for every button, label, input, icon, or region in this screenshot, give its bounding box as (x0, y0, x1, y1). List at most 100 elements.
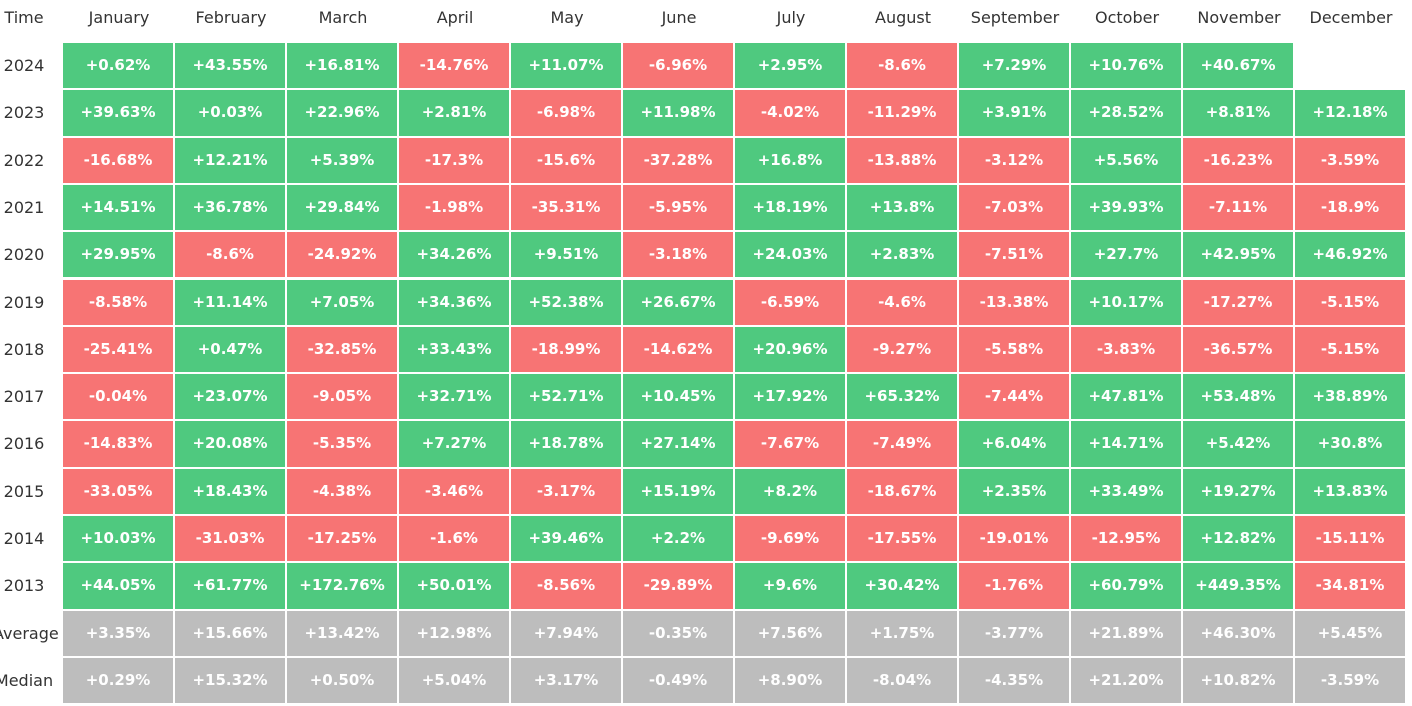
return-cell: +27.7% (1071, 232, 1181, 278)
header-label: Time (4, 8, 44, 27)
return-cell: +10.76% (1071, 43, 1181, 89)
return-cell: +30.42% (847, 563, 957, 609)
return-cell: -17.55% (847, 516, 957, 562)
return-cell: +11.98% (623, 90, 733, 136)
return-cell: -3.59% (1295, 137, 1405, 183)
return-cell: +12.21% (175, 137, 285, 183)
return-cell: +20.96% (735, 326, 845, 373)
return-cell: +11.14% (175, 279, 285, 325)
return-cell: +7.27% (399, 421, 509, 467)
return-cell: -36.57% (1183, 326, 1293, 373)
return-cell: -18.67% (847, 468, 957, 514)
year-label: 2019 (3, 292, 45, 312)
return-cell: +39.63% (63, 90, 173, 136)
return-cell: -4.6% (847, 279, 957, 325)
return-cell: -19.01% (959, 516, 1069, 562)
return-cell: -4.02% (735, 90, 845, 136)
return-cell: -3.17% (511, 468, 621, 514)
return-cell: +34.36% (399, 279, 509, 325)
return-cell: -8.58% (63, 279, 173, 325)
summary-cell: +8.90% (735, 657, 845, 704)
summary-cell: +21.89% (1071, 610, 1181, 656)
return-cell: +14.71% (1071, 421, 1181, 467)
return-cell: -9.27% (847, 326, 957, 373)
return-cell: +5.42% (1183, 421, 1293, 467)
year-label: 2022 (3, 150, 45, 170)
return-cell: +22.96% (287, 90, 397, 136)
return-cell: +18.43% (175, 468, 285, 514)
return-cell: +50.01% (399, 563, 509, 609)
return-cell: +9.6% (735, 563, 845, 609)
return-cell: +40.67% (1183, 43, 1293, 89)
return-cell: -0.04% (63, 374, 173, 420)
summary-cell: +46.30% (1183, 610, 1293, 656)
return-cell: -14.62% (623, 326, 733, 373)
return-cell: +7.29% (959, 43, 1069, 89)
return-cell: -3.46% (399, 468, 509, 514)
summary-label: Median (0, 670, 54, 690)
return-cell: +43.55% (175, 43, 285, 89)
month-header: January (88, 8, 150, 27)
return-cell: -5.95% (623, 184, 733, 231)
return-cell: +2.81% (399, 90, 509, 136)
return-cell: -4.38% (287, 468, 397, 514)
return-cell: -33.05% (63, 468, 173, 514)
return-cell: +32.71% (399, 374, 509, 420)
return-cell: +16.8% (735, 137, 845, 183)
return-cell: -1.76% (959, 563, 1069, 609)
return-cell: +2.83% (847, 232, 957, 278)
return-cell: -7.67% (735, 421, 845, 467)
summary-cell: -3.77% (959, 610, 1069, 656)
month-header: May (550, 8, 584, 27)
return-cell: +61.77% (175, 563, 285, 609)
year-label: 2023 (3, 103, 45, 123)
return-cell: +3.91% (959, 90, 1069, 136)
return-cell: -5.15% (1295, 326, 1405, 373)
return-cell: +5.56% (1071, 137, 1181, 183)
return-cell: +0.47% (175, 326, 285, 373)
return-cell: +7.05% (287, 279, 397, 325)
summary-cell: -0.49% (623, 657, 733, 704)
return-cell: +2.2% (623, 516, 733, 562)
summary-cell: +0.29% (63, 657, 173, 704)
return-cell: -6.96% (623, 43, 733, 89)
return-cell: +449.35% (1183, 563, 1293, 609)
return-cell: +52.71% (511, 374, 621, 420)
return-cell: -29.89% (623, 563, 733, 609)
return-cell: +33.49% (1071, 468, 1181, 514)
return-cell: +17.92% (735, 374, 845, 420)
year-label: 2018 (3, 339, 45, 359)
summary-label: Average (0, 623, 59, 643)
return-cell: -17.3% (399, 137, 509, 183)
summary-cell: +15.66% (175, 610, 285, 656)
return-cell: +9.51% (511, 232, 621, 278)
return-cell: -3.12% (959, 137, 1069, 183)
return-cell: +6.04% (959, 421, 1069, 467)
year-label: 2015 (3, 481, 45, 501)
return-cell: +53.48% (1183, 374, 1293, 420)
return-cell: +16.81% (287, 43, 397, 89)
summary-cell: +12.98% (399, 610, 509, 656)
month-header: February (195, 8, 267, 27)
summary-cell: +7.94% (511, 610, 621, 656)
return-cell: +23.07% (175, 374, 285, 420)
year-label: 2016 (3, 434, 45, 454)
summary-cell: -4.35% (959, 657, 1069, 704)
return-cell: -37.28% (623, 137, 733, 183)
month-header: September (970, 8, 1060, 27)
return-cell: +14.51% (63, 184, 173, 231)
return-cell: -1.6% (399, 516, 509, 562)
return-cell: -13.38% (959, 279, 1069, 325)
return-cell: -7.11% (1183, 184, 1293, 231)
return-cell: -16.68% (63, 137, 173, 183)
return-cell: -9.69% (735, 516, 845, 562)
return-cell: +20.08% (175, 421, 285, 467)
return-cell: -8.6% (175, 232, 285, 278)
return-cell: +19.27% (1183, 468, 1293, 514)
return-cell: +29.95% (63, 232, 173, 278)
return-cell: -5.58% (959, 326, 1069, 373)
return-cell: -17.27% (1183, 279, 1293, 325)
return-cell: +42.95% (1183, 232, 1293, 278)
return-cell: -15.6% (511, 137, 621, 183)
